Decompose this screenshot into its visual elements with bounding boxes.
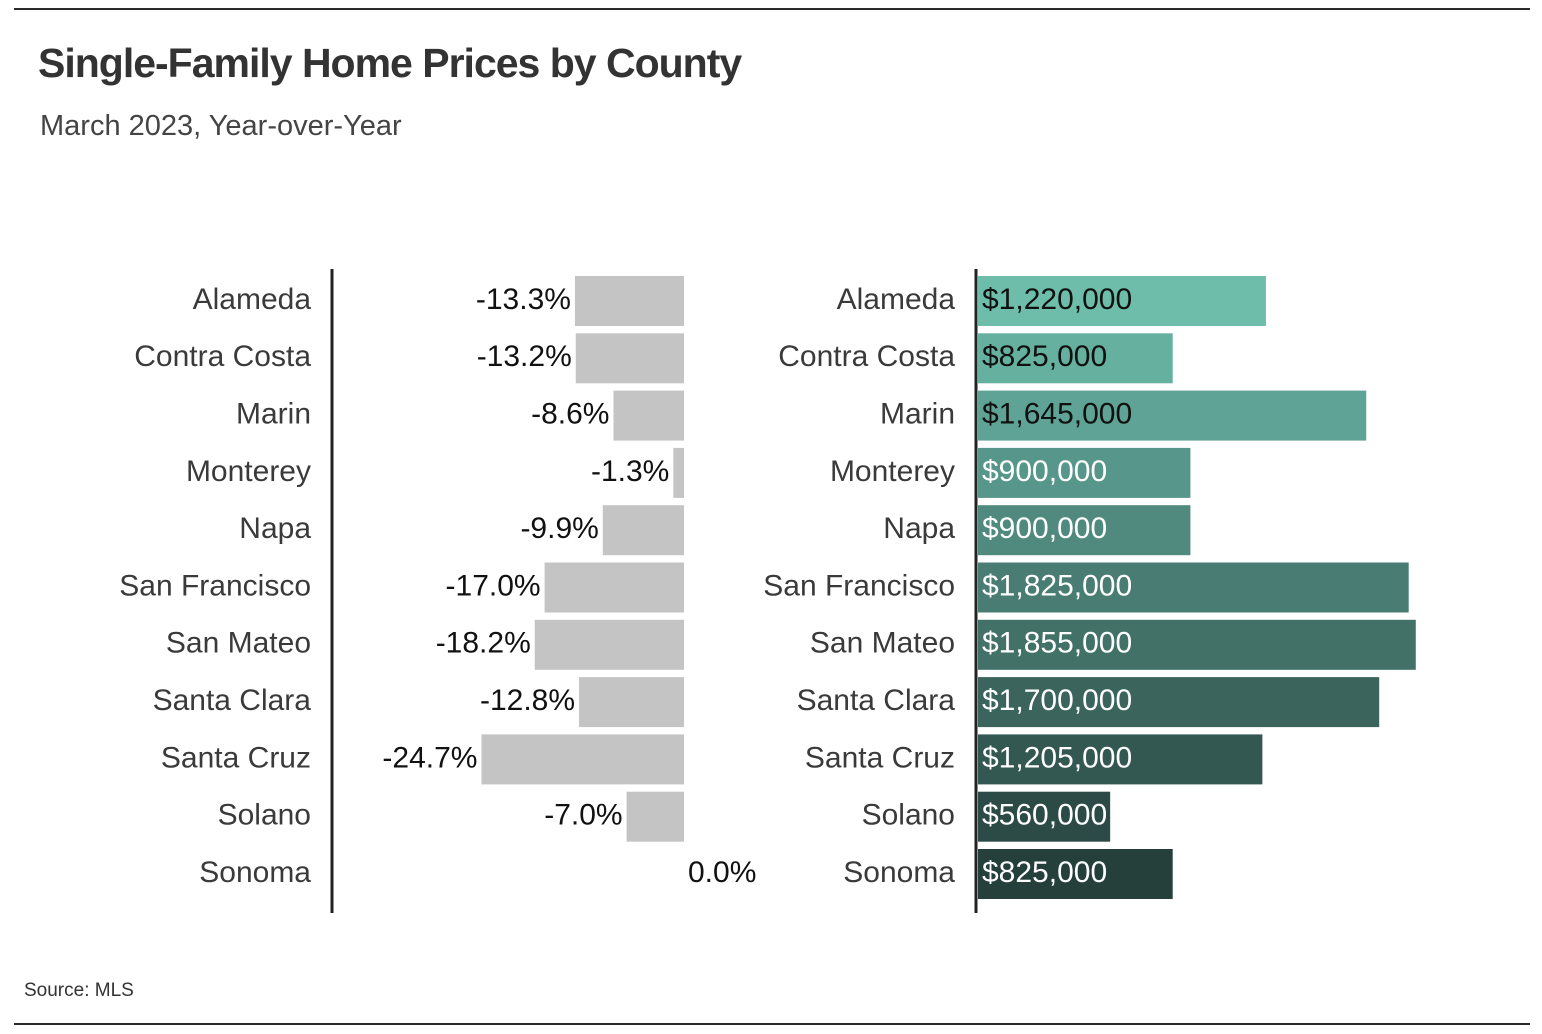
pct-bar-contra-costa: [575, 333, 684, 384]
price-category-label-alameda: Alameda: [837, 283, 956, 316]
price-value-label-san-francisco: $1,825,000: [982, 569, 1132, 602]
pct-bar-marin: [613, 390, 684, 441]
price-category-label-contra-costa: Contra Costa: [778, 340, 955, 373]
pct-value-label-marin: -8.6%: [531, 398, 609, 431]
pct-bar-san-mateo: [534, 619, 684, 670]
top-rule: [14, 8, 1530, 10]
pct-value-label-contra-costa: -13.2%: [477, 340, 572, 373]
price-value-label-sonoma: $825,000: [982, 856, 1107, 889]
price-bar-contra-costa: [978, 333, 1173, 384]
price-bar-marin: [978, 390, 1367, 441]
price-value-label-napa: $900,000: [982, 512, 1107, 545]
price-category-label-sonoma: Sonoma: [843, 856, 955, 889]
pct-category-label-santa-cruz: Santa Cruz: [161, 741, 311, 774]
pct-value-label-alameda: -13.3%: [476, 283, 571, 316]
pct-category-label-santa-clara: Santa Clara: [153, 684, 312, 717]
pct-value-label-san-mateo: -18.2%: [436, 627, 531, 660]
price-value-label-santa-cruz: $1,205,000: [982, 741, 1132, 774]
pct-bar-santa-clara: [579, 677, 684, 728]
price-bar-sonoma: [978, 849, 1173, 899]
source-note: Source: MLS: [24, 980, 134, 1001]
price-value-label-contra-costa: $825,000: [982, 340, 1107, 373]
price-category-label-marin: Marin: [880, 398, 955, 431]
pct-bar-san-francisco: [544, 562, 684, 613]
pct-value-label-napa: -9.9%: [520, 512, 598, 545]
pct-category-label-sonoma: Sonoma: [199, 856, 311, 889]
pct-category-label-monterey: Monterey: [186, 455, 311, 488]
price-bar-napa: [978, 505, 1191, 556]
pct-value-label-santa-cruz: -24.7%: [382, 741, 477, 774]
price-value-label-solano: $560,000: [982, 799, 1107, 832]
price-value-label-santa-clara: $1,700,000: [982, 684, 1132, 717]
pct-value-label-sonoma: 0.0%: [688, 856, 756, 889]
pct-bar-santa-cruz: [481, 734, 684, 785]
price-category-label-napa: Napa: [883, 512, 955, 545]
chart-subtitle: March 2023, Year-over-Year: [40, 110, 402, 142]
pct-value-label-solano: -7.0%: [544, 799, 622, 832]
price-bar-santa-cruz: [978, 734, 1263, 785]
price-category-label-san-francisco: San Francisco: [763, 569, 955, 602]
pct-bar-solano: [626, 791, 684, 842]
price-bar-san-francisco: [978, 562, 1409, 613]
chart-title: Single-Family Home Prices by County: [38, 40, 742, 86]
price-bar-santa-clara: [978, 677, 1380, 728]
price-category-label-san-mateo: San Mateo: [810, 627, 955, 660]
pct-bar-napa: [602, 505, 684, 556]
price-category-label-monterey: Monterey: [830, 455, 955, 488]
price-category-label-santa-cruz: Santa Cruz: [805, 741, 955, 774]
pct-bar-monterey: [673, 447, 684, 498]
pct-bar-alameda: [574, 276, 684, 326]
pct-category-label-alameda: Alameda: [193, 283, 312, 316]
pct-category-label-marin: Marin: [236, 398, 311, 431]
pct-category-label-napa: Napa: [239, 512, 311, 545]
pct-category-label-san-francisco: San Francisco: [119, 569, 311, 602]
price-category-label-santa-clara: Santa Clara: [797, 684, 956, 717]
pct-category-label-san-mateo: San Mateo: [166, 627, 311, 660]
price-bar-san-mateo: [978, 619, 1416, 670]
price-category-label-solano: Solano: [862, 799, 955, 832]
pct-category-label-contra-costa: Contra Costa: [134, 340, 311, 373]
pct-value-label-san-francisco: -17.0%: [446, 569, 541, 602]
bottom-rule: [14, 1023, 1530, 1025]
price-bar-alameda: [978, 276, 1266, 326]
price-value-label-alameda: $1,220,000: [982, 283, 1132, 316]
price-value-label-monterey: $900,000: [982, 455, 1107, 488]
price-bar-solano: [978, 791, 1111, 842]
pct-category-label-solano: Solano: [218, 799, 311, 832]
price-value-label-marin: $1,645,000: [982, 398, 1132, 431]
pct-value-label-monterey: -1.3%: [591, 455, 669, 488]
price-bar-monterey: [978, 447, 1191, 498]
pct-value-label-santa-clara: -12.8%: [480, 684, 575, 717]
price-value-label-san-mateo: $1,855,000: [982, 627, 1132, 660]
